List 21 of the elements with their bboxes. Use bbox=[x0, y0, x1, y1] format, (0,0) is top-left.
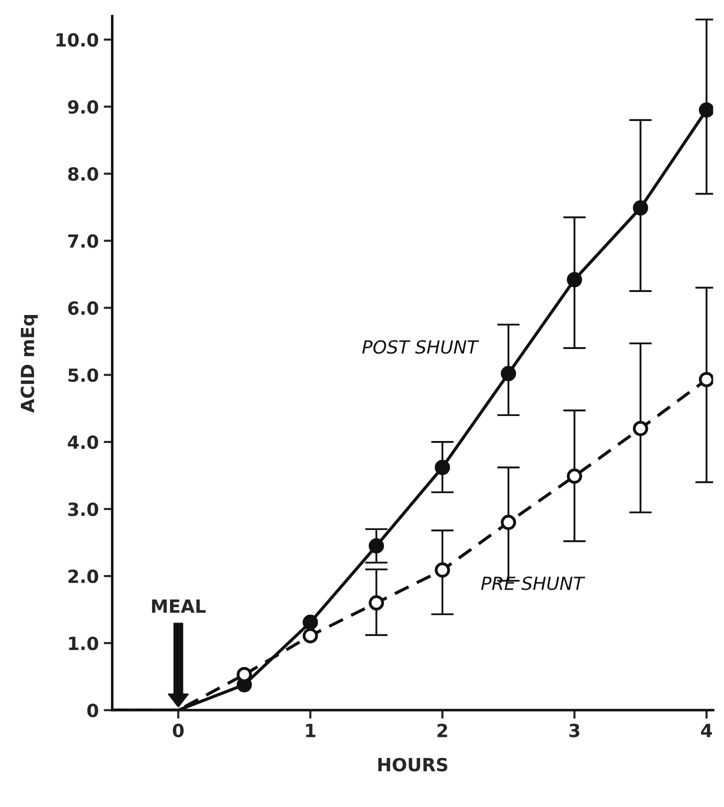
y-tick-label: 2.0 bbox=[68, 570, 98, 584]
y-tick-label: 6.0 bbox=[68, 301, 98, 315]
y-tick-label: 0 bbox=[87, 704, 98, 718]
y-tick-label: 3.0 bbox=[68, 502, 98, 516]
x-tick-label: 2 bbox=[438, 724, 448, 738]
x-tick-label: 0 bbox=[172, 724, 184, 738]
annotation: MEAL bbox=[152, 600, 206, 613]
y-axis-title: ACID mEq bbox=[20, 315, 38, 413]
series-label: POST SHUNT bbox=[362, 340, 480, 354]
y-tick-label: 8.0 bbox=[68, 167, 98, 181]
y-tick-label: 4.0 bbox=[68, 435, 98, 450]
x-tick-label: 3 bbox=[569, 724, 580, 738]
x-tick-label: 1 bbox=[306, 724, 316, 738]
y-tick-label: 10.0 bbox=[56, 33, 98, 47]
y-tick-label: 7.0 bbox=[68, 234, 98, 248]
x-axis-title: HOURS bbox=[378, 758, 448, 772]
y-tick-label: 5.0 bbox=[68, 368, 98, 382]
y-tick-label: 9.0 bbox=[68, 100, 98, 114]
y-tick-label: 1.0 bbox=[69, 636, 98, 650]
x-tick-label: 4 bbox=[701, 724, 712, 738]
series-label: PRE SHUNT bbox=[481, 576, 586, 590]
